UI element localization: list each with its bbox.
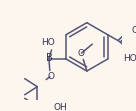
Text: HO: HO: [41, 38, 55, 47]
Text: O: O: [131, 26, 136, 35]
Text: HO: HO: [123, 54, 136, 63]
Text: O: O: [47, 72, 54, 81]
Text: OH: OH: [53, 103, 67, 111]
Text: O: O: [78, 49, 85, 58]
Text: B: B: [46, 53, 52, 63]
